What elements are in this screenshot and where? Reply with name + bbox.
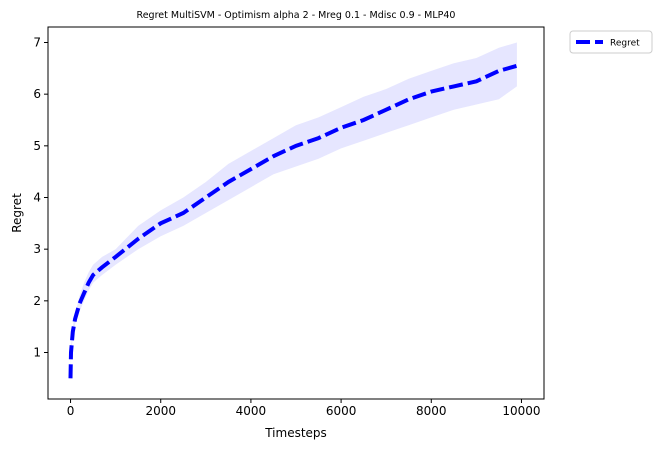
y-tick-label: 2 — [33, 294, 41, 308]
y-tick-label: 3 — [33, 242, 41, 256]
x-tick-label: 4000 — [236, 404, 267, 418]
y-tick-label: 5 — [33, 139, 41, 153]
x-axis-label: Timesteps — [264, 426, 327, 440]
y-axis-ticks: 1 2 3 4 5 6 7 — [33, 36, 48, 360]
y-tick-label: 7 — [33, 36, 41, 50]
x-tick-label: 8000 — [416, 404, 447, 418]
x-tick-label: 2000 — [145, 404, 176, 418]
x-tick-label: 10000 — [502, 404, 540, 418]
legend-label-regret: Regret — [610, 39, 640, 49]
y-axis-label: Regret — [10, 193, 24, 233]
axes-frame — [47, 26, 545, 400]
x-tick-label: 0 — [67, 404, 75, 418]
x-axis-ticks: 0 2000 4000 6000 8000 10000 — [67, 399, 541, 418]
legend: Regret — [569, 30, 653, 54]
chart-title: Regret MultiSVM - Optimism alpha 2 - Mre… — [137, 10, 456, 21]
plot-area — [68, 42, 518, 381]
regret-confidence-band — [70, 42, 517, 381]
y-tick-label: 1 — [33, 346, 41, 360]
y-tick-label: 4 — [33, 191, 41, 205]
x-tick-label: 6000 — [326, 404, 357, 418]
regret-series-line — [68, 63, 518, 379]
y-tick-label: 6 — [33, 87, 41, 101]
legend-box — [569, 30, 653, 54]
